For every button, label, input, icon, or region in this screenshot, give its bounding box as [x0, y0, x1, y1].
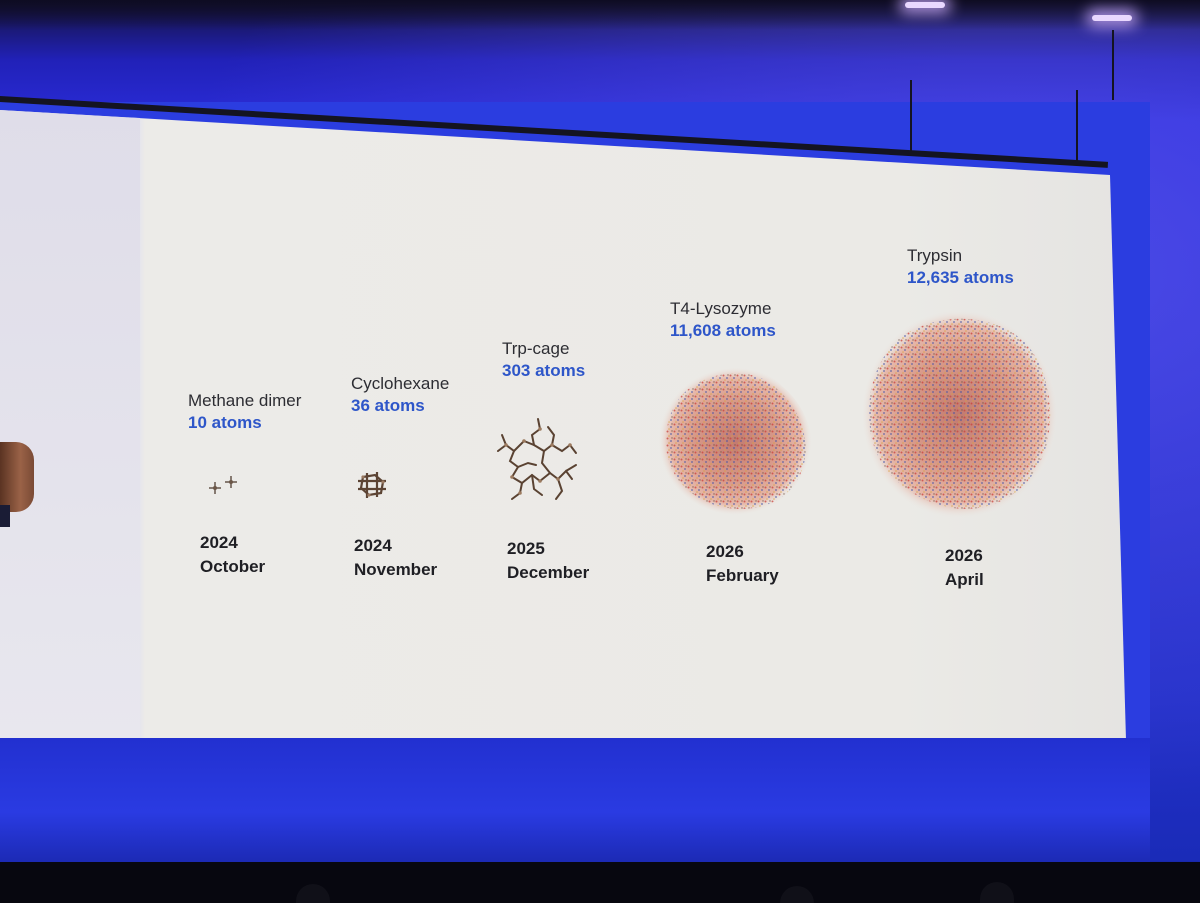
hanging-cable — [910, 80, 912, 155]
presenter-hand — [0, 442, 34, 512]
trp-cage-structure — [497, 418, 577, 500]
ceiling — [0, 0, 1200, 30]
date-month: February — [706, 566, 779, 585]
molecule-name: Trp-cage — [502, 339, 570, 358]
t4-lysozyme-structure — [657, 366, 813, 516]
hanging-cable — [1112, 30, 1114, 100]
atom-count: 11,608 atoms — [670, 321, 776, 340]
molecule-name: Methane dimer — [188, 391, 302, 410]
trypsin-structure — [861, 309, 1059, 519]
audience-head — [780, 886, 814, 903]
screen-bottom-border — [0, 738, 1150, 862]
atom-count: 12,635 atoms — [907, 268, 1014, 287]
date-month: December — [507, 563, 590, 582]
atom-count: 10 atoms — [188, 413, 262, 432]
screen-left-panel — [0, 110, 140, 740]
molecule-name: T4-Lysozyme — [670, 299, 772, 318]
molecule-name: Trypsin — [907, 246, 963, 265]
date-year: 2026 — [945, 546, 983, 565]
presenter-sleeve — [0, 505, 10, 527]
hanging-cable — [1076, 90, 1078, 165]
audience-area — [0, 862, 1200, 903]
date-year: 2024 — [354, 536, 392, 555]
atom-count: 36 atoms — [351, 396, 425, 415]
date-month: October — [200, 557, 266, 576]
date-year: 2026 — [706, 542, 744, 561]
ceiling-light — [1092, 15, 1132, 21]
date-year: 2024 — [200, 533, 238, 552]
ceiling-light — [905, 2, 945, 8]
molecule-name: Cyclohexane — [351, 374, 450, 393]
date-year: 2025 — [507, 539, 545, 558]
methane-dimer-structure — [209, 476, 237, 494]
date-month: November — [354, 560, 438, 579]
atom-count: 303 atoms — [502, 361, 586, 380]
audience-head — [980, 882, 1014, 903]
cyclohexane-structure — [358, 472, 386, 498]
date-month: April — [945, 570, 984, 589]
audience-head — [296, 884, 330, 903]
